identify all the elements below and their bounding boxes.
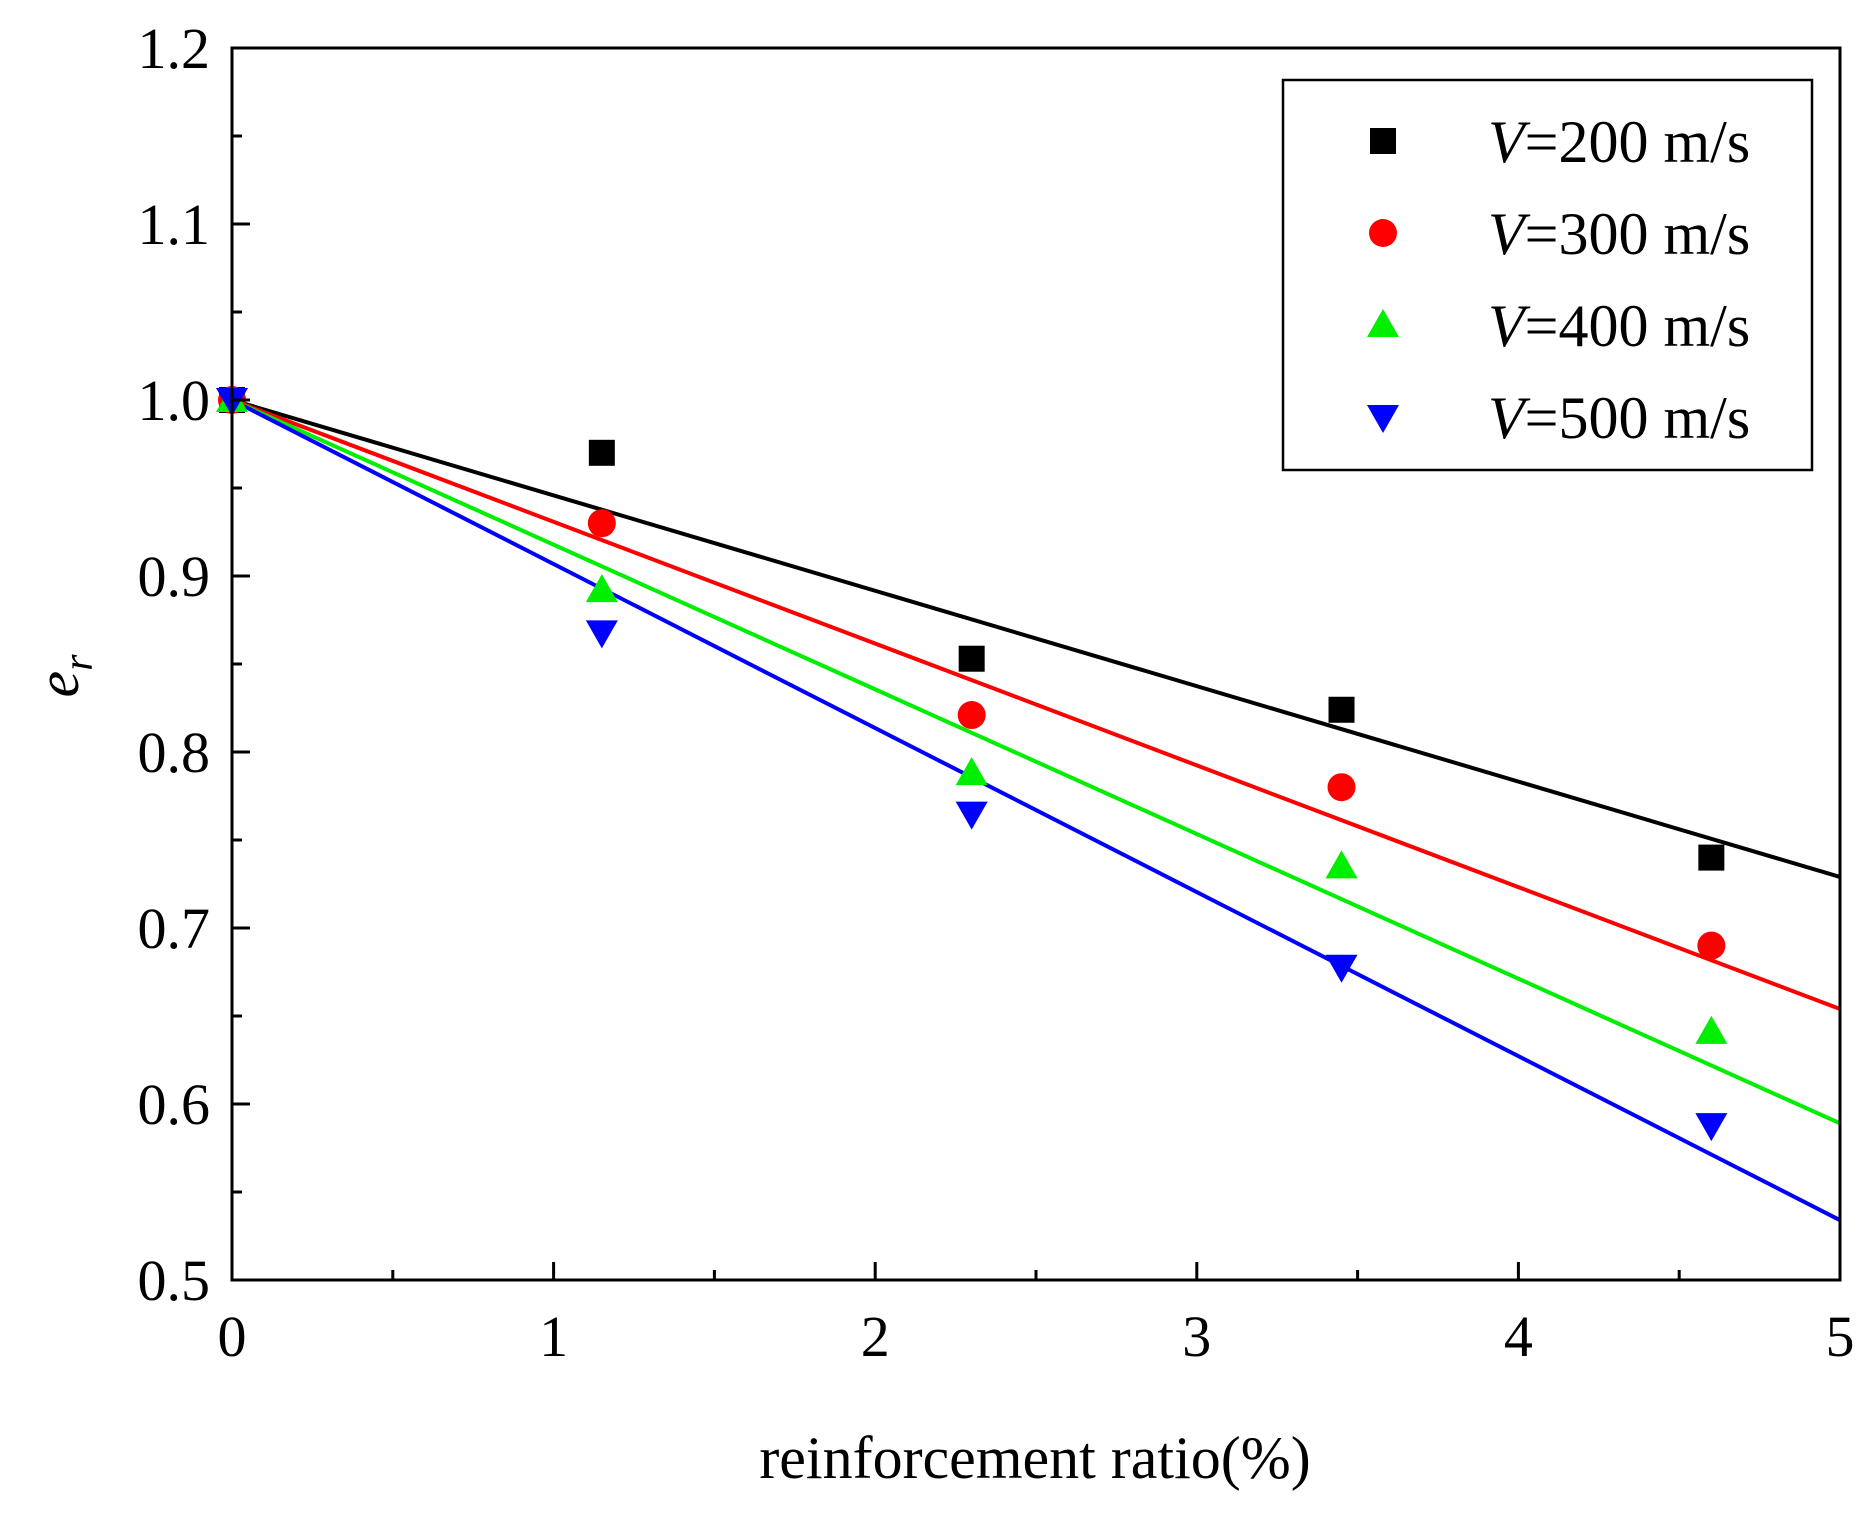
data-point-s4-2 (585, 620, 618, 649)
legend: V=200 m/s V=300 m/s V=400 m/s V=500 m/s (1281, 78, 1814, 472)
data-point-s1-3 (958, 645, 985, 672)
legend-marker-2 (1369, 219, 1397, 247)
legend-label-1: V=200 m/s (1488, 109, 1750, 175)
data-point-s3-3 (955, 757, 988, 786)
data-point-s3-2 (585, 574, 618, 603)
data-point-s1-2 (588, 439, 615, 466)
y-tick-label: 0.8 (138, 720, 211, 785)
y-tick-label: 0.6 (138, 1072, 211, 1137)
fit-line-4 (231, 398, 1841, 1222)
data-point-s2-5 (1697, 931, 1726, 960)
axis-tick-labels: 0 1 2 3 4 5 0.5 0.6 0.7 0.8 0.9 1.0 1.1 1.2 (138, 16, 1855, 1369)
legend-marker-1 (1370, 128, 1396, 154)
y-axis-title-main: e (25, 671, 91, 698)
x-tick-label: 5 (1826, 1304, 1855, 1369)
fit-lines (231, 398, 1841, 1222)
x-tick-label: 2 (861, 1304, 890, 1369)
legend-label-2: V=300 m/s (1488, 201, 1750, 267)
x-tick-label: 4 (1504, 1304, 1533, 1369)
x-tick-label: 1 (539, 1304, 568, 1369)
y-tick-label: 0.7 (138, 896, 211, 961)
data-point-s2-2 (587, 509, 616, 538)
legend-label-4: V=500 m/s (1488, 385, 1750, 451)
fit-line-2 (231, 398, 1841, 1011)
fit-line-1 (231, 398, 1841, 879)
legend-marker-4 (1367, 405, 1399, 433)
y-tick-label: 1.1 (138, 192, 211, 257)
fit-line-3 (231, 398, 1841, 1126)
x-tick-label: 0 (218, 1304, 247, 1369)
data-point-s4-3 (955, 801, 988, 830)
data-point-s4-5 (1695, 1113, 1728, 1142)
y-axis-title-subscript: r (56, 654, 102, 671)
data-point-s3-4 (1325, 850, 1358, 879)
axis-ticks (230, 46, 1842, 1282)
y-tick-label: 1.0 (138, 368, 211, 433)
data-point-s4-4 (1325, 954, 1358, 983)
y-tick-label: 0.9 (138, 544, 211, 609)
x-axis-title: reinforcement ratio(%) (759, 1425, 1310, 1491)
x-tick-label: 3 (1182, 1304, 1211, 1369)
legend-marker-3 (1367, 309, 1399, 337)
y-tick-label: 0.5 (138, 1248, 211, 1313)
data-point-s2-4 (1327, 773, 1356, 802)
y-axis-title: er (25, 654, 102, 698)
data-point-s1-4 (1328, 696, 1355, 723)
data-point-s3-5 (1695, 1015, 1728, 1044)
data-point-s2-3 (957, 701, 986, 730)
svg-text:er: er (25, 654, 102, 698)
legend-label-3: V=400 m/s (1488, 293, 1750, 359)
y-tick-label: 1.2 (138, 16, 211, 81)
data-point-s1-5 (1698, 844, 1725, 871)
